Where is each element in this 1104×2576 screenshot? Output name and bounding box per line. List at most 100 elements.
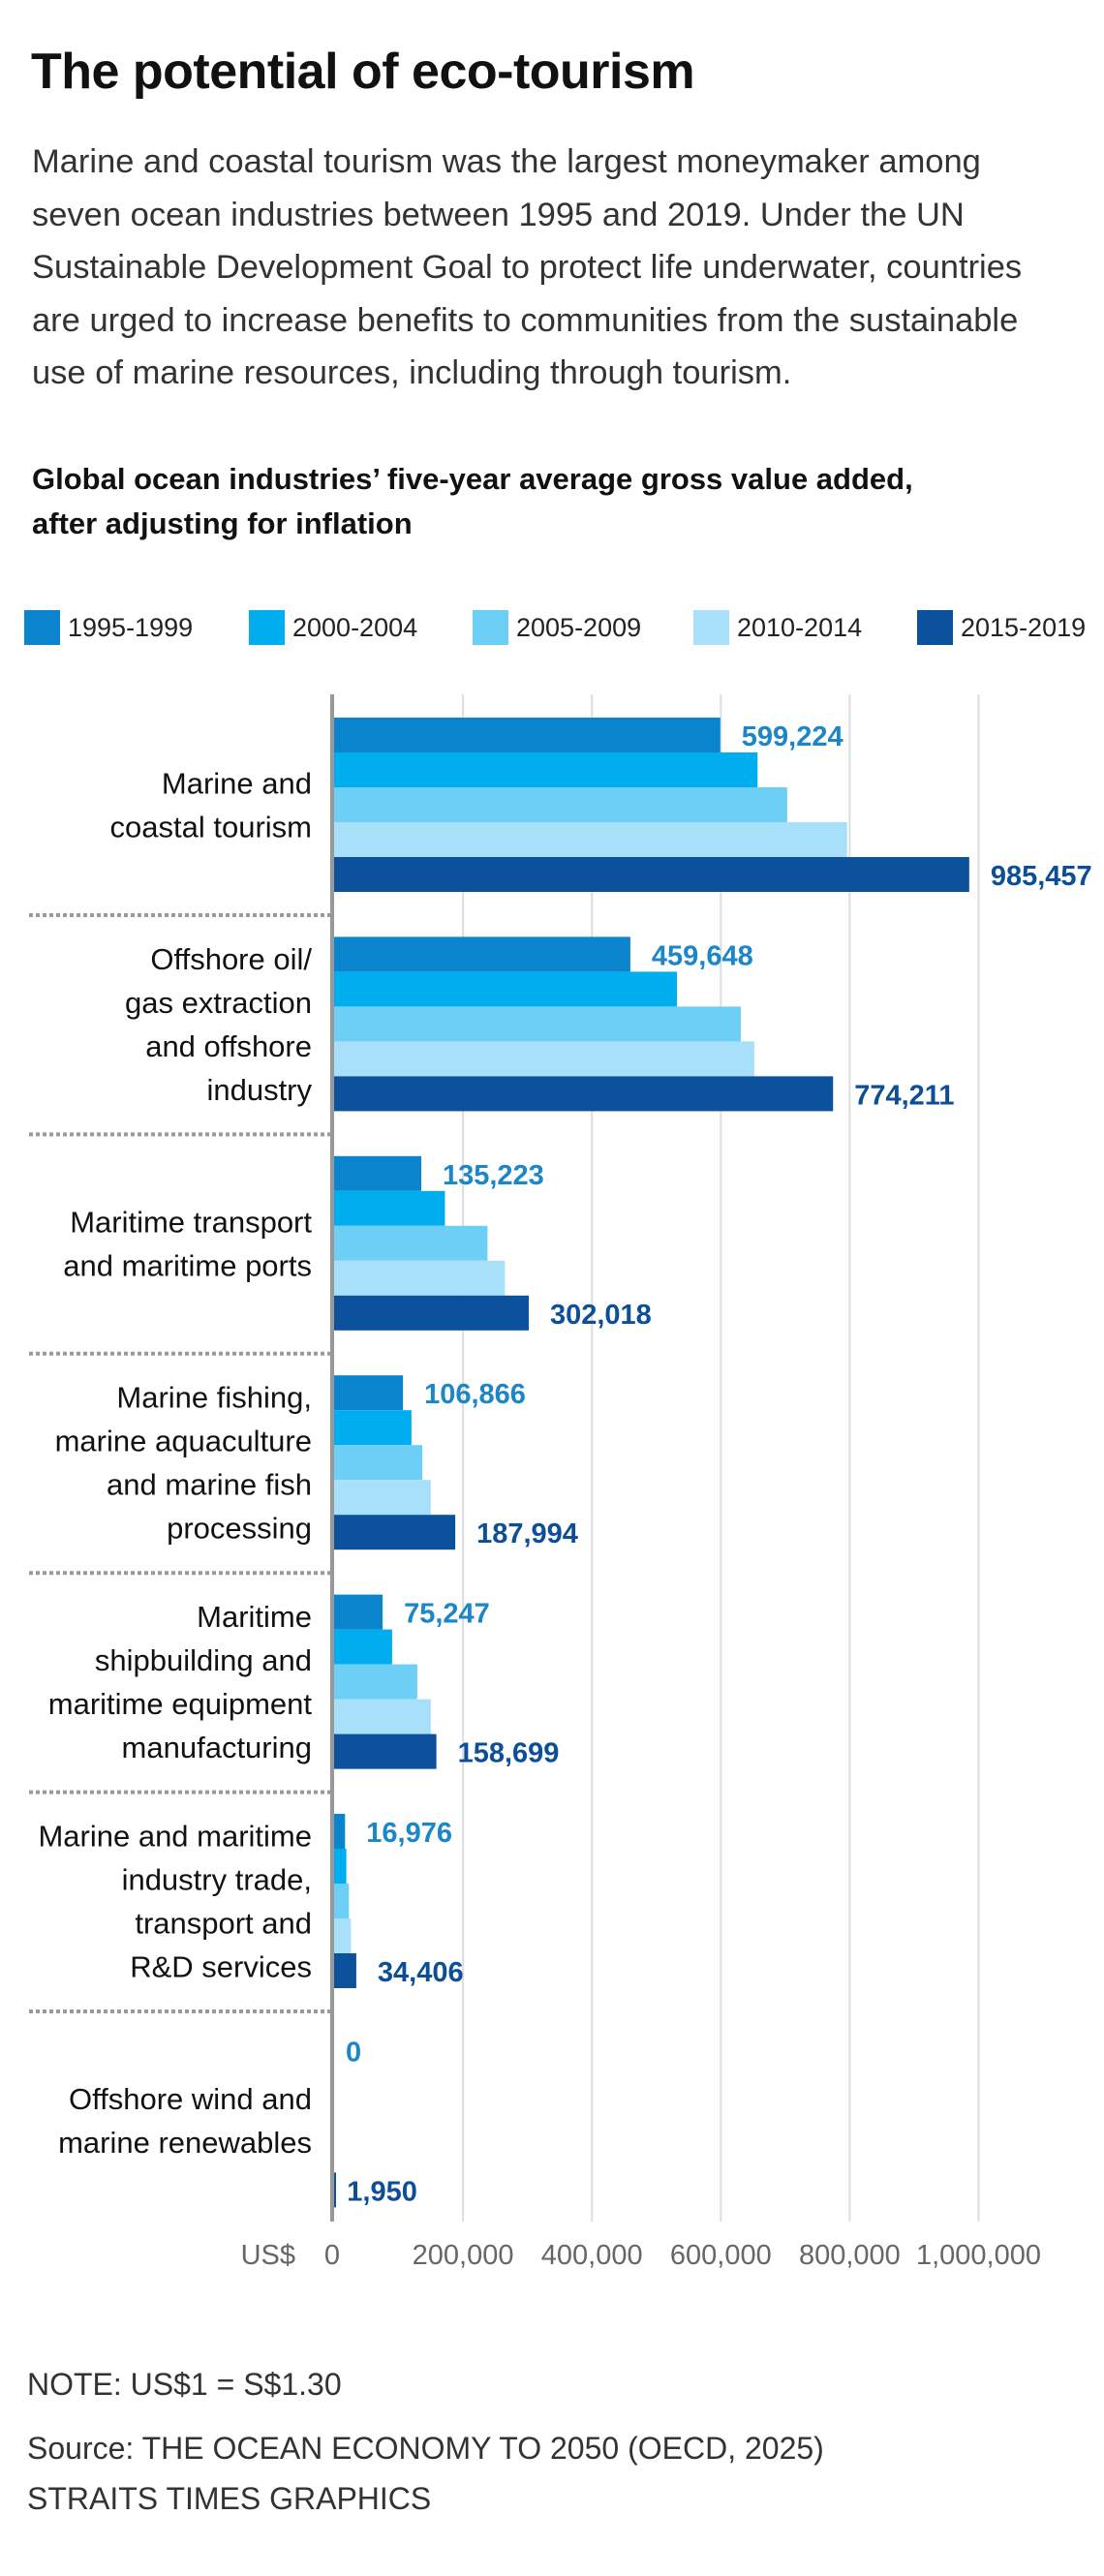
bar-1995-1999	[334, 1375, 404, 1411]
category-label: Marine and	[162, 767, 312, 801]
bar-2010-2014	[334, 1041, 754, 1077]
x-tick-label: 1,000,000	[916, 2240, 1041, 2271]
bar-2005-2009	[334, 787, 787, 822]
page-title: The potential of eco-tourism	[31, 44, 695, 100]
intro-paragraph: Marine and coastal tourism was the large…	[32, 136, 1088, 400]
chart-title-line: Global ocean industries’ five-year avera…	[32, 462, 913, 496]
category-label: industry trade,	[122, 1863, 312, 1897]
bar-2000-2004	[334, 1410, 412, 1446]
data-label: 774,211	[854, 1080, 954, 1111]
legend-label: 2000-2004	[292, 612, 418, 642]
data-label: 34,406	[378, 1957, 464, 1988]
legend-label: 2015-2019	[961, 612, 1087, 642]
data-label: 0	[346, 2037, 361, 2068]
bar-2015-2019	[334, 857, 969, 892]
bar-2015-2019	[334, 1515, 456, 1550]
bar-2015-2019	[334, 1295, 529, 1331]
legend-item-1995-1999: 1995-1999	[24, 610, 193, 645]
bar-2010-2014	[334, 1918, 352, 1953]
bar-1995-1999	[334, 936, 630, 972]
bar-2000-2004	[334, 971, 678, 1007]
category-label: processing	[167, 1512, 312, 1546]
x-tick-label: 600,000	[670, 2240, 772, 2271]
intro-line: Sustainable Development Goal to protect …	[32, 249, 1023, 286]
category-label: Maritime	[197, 1600, 312, 1634]
bar-1995-1999	[334, 1814, 346, 1849]
category-label: Offshore wind and	[69, 2082, 312, 2116]
bar-2015-2019	[334, 1953, 356, 1988]
bar-2015-2019	[334, 1076, 834, 1112]
data-label: 106,866	[424, 1379, 526, 1410]
intro-line: use of marine resources, including throu…	[32, 354, 792, 391]
category-label: marine renewables	[58, 2126, 312, 2160]
bar-2005-2009	[334, 1225, 488, 1261]
x-tick-label: 400,000	[541, 2240, 643, 2271]
category-label: Marine fishing,	[116, 1381, 312, 1415]
category-label: and maritime ports	[63, 1248, 312, 1282]
legend-item-2010-2014: 2010-2014	[693, 610, 862, 645]
legend-swatch	[473, 610, 508, 645]
bar-2000-2004	[334, 1849, 347, 1884]
bar-1995-1999	[334, 1155, 421, 1191]
category-label: Offshore oil/	[150, 942, 312, 976]
category-label: maritime equipment	[48, 1687, 313, 1721]
chart-title-line: after adjusting for inflation	[32, 506, 413, 540]
legend-swatch	[249, 610, 285, 645]
bar-2000-2004	[334, 1629, 392, 1665]
data-label: 135,223	[443, 1160, 544, 1191]
x-tick-label: 200,000	[413, 2240, 514, 2271]
axis-unit-label: US$	[241, 2240, 295, 2271]
category-label: transport and	[135, 1907, 312, 1941]
data-label: 1,950	[347, 2176, 417, 2207]
x-tick-label: 0	[324, 2240, 340, 2271]
legend-swatch	[917, 610, 953, 645]
footnote: NOTE: US$1 = S$1.30	[27, 2367, 342, 2402]
category-label: marine aquaculture	[55, 1425, 312, 1458]
bar-2015-2019	[334, 2172, 336, 2208]
chart-legend: 1995-1999 2000-2004 2005-2009 2010-2014 …	[0, 610, 1104, 645]
legend-label: 1995-1999	[68, 612, 194, 642]
data-label: 459,648	[652, 940, 753, 971]
category-label: Marine and maritime	[38, 1820, 312, 1854]
bar-2000-2004	[334, 1190, 445, 1226]
bar-2000-2004	[334, 752, 758, 787]
legend-label: 2010-2014	[737, 612, 863, 642]
intro-line: are urged to increase benefits to commun…	[32, 301, 1019, 339]
legend-item-2005-2009: 2005-2009	[473, 610, 641, 645]
data-label: 985,457	[991, 861, 1092, 892]
bar-2010-2014	[334, 1260, 506, 1296]
legend-label: 2005-2009	[516, 612, 642, 642]
data-label: 75,247	[404, 1599, 490, 1630]
bar-2005-2009	[334, 1006, 741, 1042]
data-label: 158,699	[458, 1738, 560, 1769]
category-label: and marine fish	[107, 1468, 312, 1502]
bar-2005-2009	[334, 1664, 417, 1700]
bar-2010-2014	[334, 822, 847, 857]
legend-item-2000-2004: 2000-2004	[249, 610, 417, 645]
graphics-credit: STRAITS TIMES GRAPHICS	[27, 2481, 432, 2516]
legend-swatch	[693, 610, 729, 645]
category-label: coastal tourism	[110, 811, 312, 844]
bar-2005-2009	[334, 1884, 350, 1918]
bar-chart: 599,224 985,457 Marine and coastal tourism 4…	[29, 694, 1092, 2271]
data-label: 302,018	[550, 1300, 652, 1331]
intro-line: Marine and coastal tourism was the large…	[32, 143, 981, 180]
category-label: Maritime transport	[70, 1205, 312, 1239]
category-label: shipbuilding and	[95, 1643, 312, 1677]
x-tick-label: 800,000	[799, 2240, 901, 2271]
bar-2010-2014	[334, 1699, 431, 1734]
data-label: 16,976	[366, 1818, 452, 1849]
data-label: 599,224	[742, 721, 843, 752]
source-credit: Source: THE OCEAN ECONOMY TO 2050 (OECD,…	[27, 2431, 824, 2466]
legend-swatch	[24, 610, 60, 645]
bar-1995-1999	[334, 1594, 383, 1630]
category-label: industry	[206, 1073, 312, 1107]
bar-2005-2009	[334, 1445, 423, 1481]
category-label: and offshore	[145, 1029, 312, 1063]
legend-item-2015-2019: 2015-2019	[917, 610, 1086, 645]
category-label: manufacturing	[122, 1731, 312, 1764]
category-label: R&D services	[130, 1950, 312, 1984]
data-label: 187,994	[476, 1518, 578, 1549]
category-label: gas extraction	[125, 986, 312, 1020]
bar-2010-2014	[334, 1480, 431, 1516]
